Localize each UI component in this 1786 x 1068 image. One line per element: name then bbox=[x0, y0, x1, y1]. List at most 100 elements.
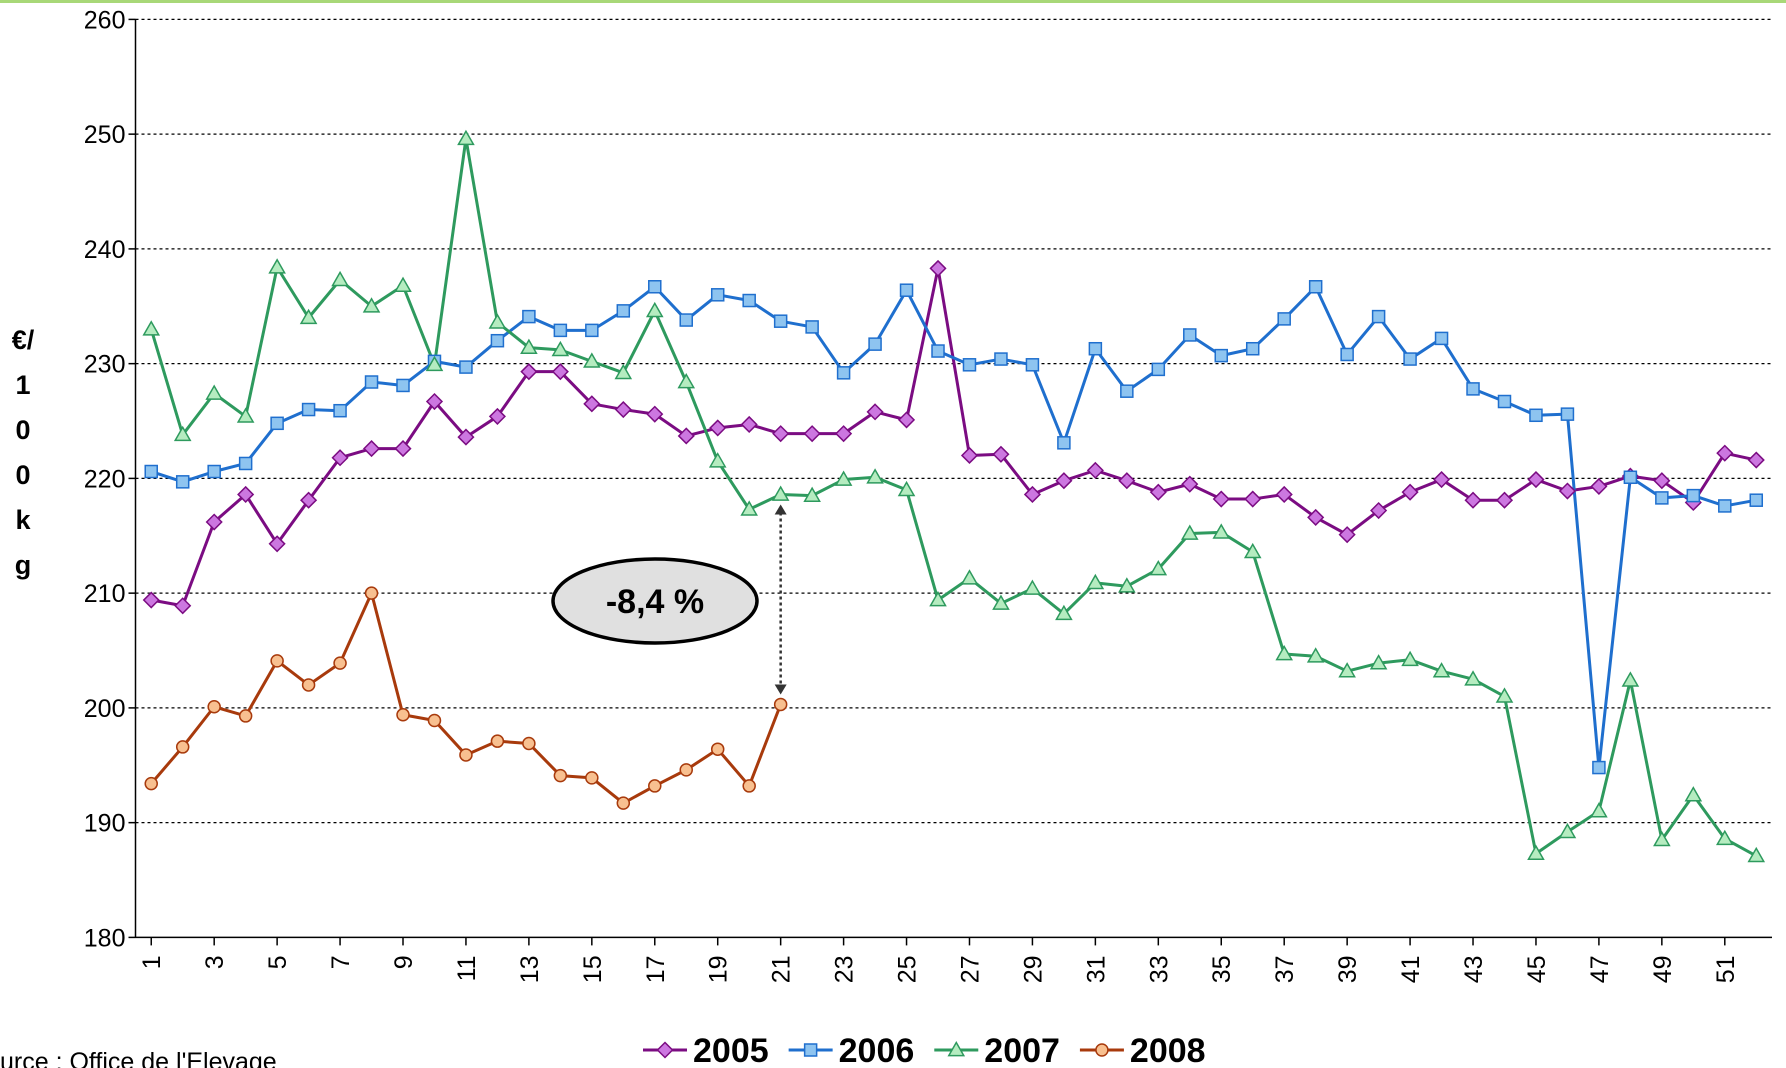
marker bbox=[520, 363, 538, 381]
marker bbox=[648, 280, 662, 294]
marker bbox=[1716, 444, 1734, 462]
marker bbox=[616, 304, 631, 318]
marker bbox=[1653, 472, 1671, 490]
marker bbox=[333, 656, 347, 670]
marker bbox=[868, 337, 882, 351]
y-tick-label: 180 bbox=[84, 924, 126, 952]
marker bbox=[207, 700, 221, 714]
source-note: urce : Office de l'Elevage bbox=[0, 1048, 277, 1068]
y-tick-label: 200 bbox=[84, 695, 126, 723]
marker bbox=[490, 734, 505, 748]
marker bbox=[994, 352, 1008, 366]
x-tick-label: 49 bbox=[1649, 955, 1677, 983]
x-tick-label: 23 bbox=[831, 955, 859, 983]
marker bbox=[1086, 573, 1105, 590]
marker bbox=[1403, 352, 1417, 366]
y-tick-label: 210 bbox=[84, 580, 126, 608]
marker bbox=[677, 427, 695, 445]
marker bbox=[270, 416, 284, 431]
marker bbox=[803, 1043, 818, 1057]
marker bbox=[1214, 348, 1229, 363]
marker bbox=[522, 309, 536, 324]
marker bbox=[583, 352, 601, 368]
marker bbox=[1275, 485, 1293, 504]
marker bbox=[866, 468, 884, 484]
marker bbox=[299, 308, 318, 325]
marker bbox=[708, 452, 727, 468]
marker bbox=[897, 480, 916, 497]
marker bbox=[1718, 499, 1732, 513]
annotation-bubble bbox=[551, 557, 759, 645]
x-tick-label: 39 bbox=[1334, 955, 1362, 983]
marker bbox=[583, 395, 601, 413]
marker bbox=[1088, 341, 1103, 356]
marker bbox=[740, 500, 758, 516]
marker bbox=[394, 276, 412, 292]
marker bbox=[1434, 331, 1449, 346]
marker bbox=[331, 449, 349, 467]
marker bbox=[866, 403, 884, 421]
marker bbox=[645, 301, 664, 318]
marker bbox=[1592, 760, 1606, 775]
marker bbox=[268, 258, 286, 274]
marker bbox=[459, 360, 473, 374]
marker bbox=[364, 586, 379, 600]
marker bbox=[457, 428, 475, 446]
series-line bbox=[150, 285, 1757, 770]
marker bbox=[142, 591, 160, 609]
marker bbox=[301, 402, 316, 417]
marker bbox=[962, 358, 977, 372]
legend-label: 2008 bbox=[1130, 1032, 1206, 1068]
series-line bbox=[150, 266, 1757, 608]
marker bbox=[648, 779, 662, 793]
x-tick-label: 21 bbox=[768, 955, 796, 983]
x-tick-label: 35 bbox=[1208, 955, 1236, 983]
top-band bbox=[0, 0, 1786, 3]
marker bbox=[1715, 829, 1734, 846]
marker bbox=[457, 129, 475, 146]
marker bbox=[553, 768, 568, 783]
marker bbox=[1180, 524, 1199, 540]
y-tick-label: 250 bbox=[84, 121, 126, 149]
marker bbox=[1590, 802, 1608, 818]
marker bbox=[1338, 662, 1356, 678]
marker bbox=[773, 697, 788, 712]
marker bbox=[585, 323, 599, 338]
marker bbox=[144, 776, 158, 791]
x-tick-label: 13 bbox=[516, 955, 544, 983]
marker bbox=[174, 597, 192, 615]
marker bbox=[1149, 483, 1167, 501]
marker bbox=[1432, 470, 1451, 489]
marker bbox=[992, 445, 1010, 463]
marker bbox=[553, 323, 568, 338]
marker bbox=[1686, 488, 1701, 503]
marker bbox=[1023, 485, 1041, 504]
marker bbox=[1401, 483, 1419, 501]
marker bbox=[710, 288, 725, 302]
marker bbox=[205, 384, 223, 400]
marker bbox=[771, 485, 790, 501]
marker bbox=[1245, 341, 1260, 356]
marker bbox=[836, 366, 851, 380]
x-tick-label: 45 bbox=[1523, 955, 1551, 983]
marker bbox=[772, 425, 790, 443]
marker bbox=[677, 372, 696, 389]
marker bbox=[425, 355, 444, 372]
marker bbox=[144, 464, 158, 479]
marker bbox=[362, 440, 381, 458]
marker bbox=[268, 535, 286, 553]
marker bbox=[1340, 347, 1354, 362]
marker bbox=[301, 678, 316, 692]
marker bbox=[656, 1041, 674, 1059]
x-tick-label: 17 bbox=[642, 955, 670, 983]
marker bbox=[646, 405, 664, 423]
marker bbox=[522, 736, 536, 751]
marker bbox=[931, 344, 945, 358]
marker bbox=[1306, 647, 1325, 663]
marker bbox=[709, 419, 727, 437]
y-tick-label: 260 bbox=[84, 6, 126, 34]
marker bbox=[459, 748, 473, 762]
marker bbox=[520, 338, 538, 354]
marker bbox=[960, 569, 979, 585]
marker bbox=[394, 440, 412, 458]
